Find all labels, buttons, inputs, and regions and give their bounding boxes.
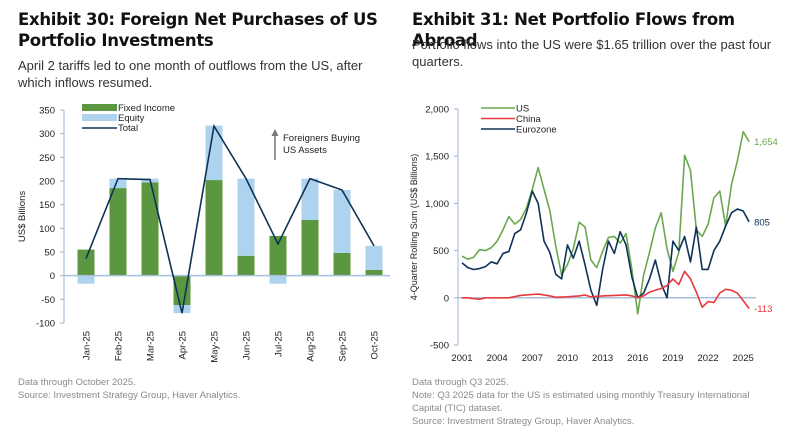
y-tick-label: 1,000 (425, 199, 449, 210)
legend-label-eurozone: Eurozone (516, 125, 557, 136)
bar-fixed-income (237, 255, 255, 276)
exhibit-31-subtitle: Portfolio flows into the US were $1.65 t… (412, 36, 771, 70)
exhibit-30-subtitle: April 2 tariffs led to one month of outf… (18, 57, 362, 91)
x-tick-label: May-25 (210, 331, 221, 363)
x-tick-label: 2007 (522, 353, 543, 364)
exhibit-30-footnote-data-through: Data through October 2025. (18, 377, 136, 388)
x-tick-label: 2001 (451, 353, 472, 364)
exhibit-30-subtitle-line2: which inflows resumed. (18, 75, 153, 90)
bar-fixed-income (301, 219, 319, 276)
bar-equity (301, 178, 319, 220)
y-tick-label: 200 (39, 177, 55, 188)
exhibit-31-subtitle-line2: quarters. (412, 54, 464, 69)
x-tick-label: 2016 (627, 353, 648, 364)
exhibit-30-panel: Exhibit 30: Foreign Net Purchases of US … (17, 9, 390, 402)
x-tick-label: Jan-25 (82, 331, 93, 360)
y-tick-label: 50 (44, 248, 55, 259)
annotation-label-line1: Foreigners Buying (283, 133, 360, 144)
x-tick-label: Aug-25 (306, 331, 317, 362)
x-tick-label: Feb-25 (114, 331, 125, 361)
bar-equity (365, 245, 383, 270)
x-tick-label: 2010 (557, 353, 578, 364)
y-tick-label: -500 (430, 341, 449, 352)
exhibit-30-chart: -100 -50 0 50 100 150 200 250 300 350 US$ Billions… (17, 103, 390, 363)
bar-equity (109, 178, 127, 189)
series-line-eurozone (461, 190, 750, 307)
x-tick-label: Apr-25 (178, 331, 189, 360)
end-label-eurozone: 805 (754, 217, 770, 228)
x-tick-label: 2025 (733, 353, 754, 364)
bar-fixed-income (333, 252, 351, 276)
legend-label-total: Total (118, 123, 138, 134)
end-label-china: -113 (754, 304, 772, 315)
bar-equity (77, 275, 95, 284)
bar-equity (205, 125, 223, 181)
exhibit-31-footnote-note-cont: Capital (TIC) dataset. (412, 403, 503, 414)
exhibit-30-title: Exhibit 30: Foreign Net Purchases of US … (18, 9, 378, 51)
y-tick-label: 2,000 (425, 105, 449, 116)
exhibit-31-footnote: Data through Q3 2025. Note: Q3 2025 data… (412, 376, 749, 428)
bar-fixed-income (365, 269, 383, 276)
x-tick-label: Jun-25 (242, 331, 253, 360)
y-tick-label: 0 (444, 293, 449, 304)
exhibit-31-panel: Exhibit 31: Net Portfolio Flows from Abr… (396, 0, 792, 441)
bar-fixed-income (141, 182, 159, 276)
arrow-up-icon (271, 129, 279, 136)
exhibit-30-title-line2: Portfolio Investments (18, 31, 214, 50)
bar-equity (269, 275, 287, 284)
exhibit-31-subtitle-line1: Portfolio flows into the US were $1.65 t… (412, 37, 772, 52)
exhibit-31-footnote-data-through: Data through Q3 2025. (412, 377, 509, 388)
y-tick-label: -100 (36, 319, 55, 330)
y-tick-label: -50 (41, 295, 55, 306)
x-tick-label: Sep-25 (338, 331, 349, 362)
y-tick-label: 300 (39, 129, 55, 140)
y-tick-label: 250 (39, 153, 55, 164)
legend-swatch-fixed-income (82, 104, 117, 111)
legend-label-equity: Equity (118, 113, 145, 124)
exhibit-30-title-line1: Exhibit 30: Foreign Net Purchases of US (18, 10, 378, 29)
exhibit-31-title: Exhibit 31: Net Portfolio Flows from Abr… (412, 10, 735, 50)
legend-label-us: US (516, 104, 529, 115)
x-tick-label: Mar-25 (146, 331, 157, 361)
legend-swatch-equity (82, 114, 117, 121)
y-axis-title: US$ Billions (17, 191, 28, 242)
exhibit-31-chart: -500 0 500 1,000 1,500 2,000 4-Quarter Rolling… (409, 104, 778, 365)
series-line-china (462, 270, 750, 309)
y-tick-label: 500 (433, 246, 449, 257)
series-line-total (85, 123, 375, 314)
series-line-us (461, 130, 750, 315)
x-tick-label: Oct-25 (370, 331, 381, 360)
y-tick-label: 0 (50, 271, 55, 282)
y-tick-label: 1,500 (425, 152, 449, 163)
x-tick-label: 2019 (662, 353, 683, 364)
bar-equity (333, 189, 351, 253)
legend-label-fixed-income: Fixed Income (118, 103, 175, 114)
exhibit-30-footnote: Data through October 2025. Source: Inves… (18, 376, 240, 402)
bar-fixed-income (205, 180, 223, 276)
y-tick-label: 100 (39, 224, 55, 235)
exhibit-30-footnote-source: Source: Investment Strategy Group, Haver… (18, 390, 241, 401)
y-tick-label: 350 (39, 106, 55, 117)
bar-fixed-income (269, 235, 287, 276)
exhibit-31-footnote-note: Note: Q3 2025 data for the US is estimat… (412, 390, 750, 401)
x-tick-label: 2004 (487, 353, 508, 364)
x-tick-label: Jul-25 (274, 331, 285, 357)
bar-fixed-income (77, 249, 95, 276)
exhibit-30-subtitle-line1: April 2 tariffs led to one month of outf… (18, 58, 363, 73)
bar-fixed-income (109, 188, 127, 276)
legend-label-china: China (516, 114, 542, 125)
exhibit-31-footnote-source: Source: Investment Strategy Group, Haver… (412, 416, 635, 427)
bar-equity (237, 178, 255, 256)
x-tick-label: 2022 (697, 353, 718, 364)
y-tick-label: 150 (39, 200, 55, 211)
y-axis-title: 4-Quarter Rolling Sum (US$ Billions) (409, 154, 419, 301)
x-tick-label: 2013 (592, 353, 613, 364)
annotation-label-line2: US Assets (283, 145, 327, 156)
end-label-us: 1,654 (754, 137, 778, 148)
